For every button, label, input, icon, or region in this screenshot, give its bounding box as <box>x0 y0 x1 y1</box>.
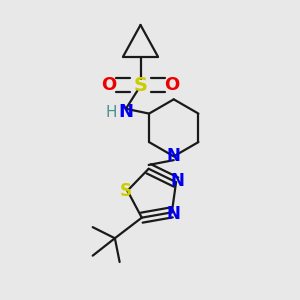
Text: H: H <box>105 104 117 119</box>
Text: S: S <box>134 76 148 94</box>
Text: N: N <box>167 205 180 223</box>
Text: O: O <box>101 76 116 94</box>
Text: O: O <box>164 76 180 94</box>
Text: S: S <box>120 182 132 200</box>
Text: N: N <box>119 103 134 121</box>
Text: N: N <box>167 147 181 165</box>
Text: N: N <box>171 172 184 190</box>
